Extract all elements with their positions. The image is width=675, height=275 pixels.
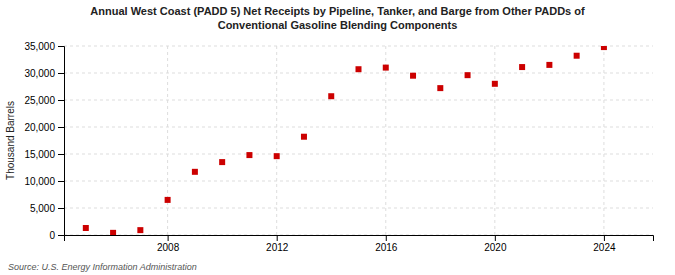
axis-line [65,236,654,242]
tick: 2012 [266,235,289,253]
tick: 2020 [484,235,507,253]
point [328,93,334,99]
point [356,66,362,72]
tick-mark [58,127,64,128]
chart: Annual West Coast (PADD 5) Net Receipts … [0,0,675,275]
source: Source: U.S. Energy Information Administ… [8,262,197,272]
tick-mark [58,181,64,182]
grid-line [385,46,386,235]
y-axis-label: Thousand Barrels [5,101,16,180]
title-line: Conventional Gasoline Blending Component… [218,19,458,31]
x-axis: 2008 2012 2016 2020 2024 [65,235,654,253]
point [465,72,471,78]
tick-label: 5,000 [30,203,55,214]
point [546,62,552,68]
grid-line [494,46,495,235]
tick-mark [277,235,278,241]
tick-label: 2016 [375,242,398,253]
marks [83,46,607,235]
tick: 35,000 [24,41,64,52]
tick: 5,000 [30,203,64,214]
tick-label: 10,000 [24,176,55,187]
tick-label: 2012 [266,242,289,253]
grid-line [64,73,653,74]
point [110,230,116,235]
tick-mark [58,235,64,236]
point [574,53,580,59]
grid-line [64,46,653,47]
point [165,197,171,203]
point [192,169,198,175]
grid-line [276,46,277,235]
tick-mark [168,235,169,241]
tick: 2008 [157,235,180,253]
point [410,73,416,79]
tick-label: 2008 [157,242,180,253]
tick-label: 35,000 [24,41,55,52]
point [246,152,252,158]
tick-mark [58,46,64,47]
tick-label: 2024 [593,242,616,253]
grid-line [603,46,604,235]
grid-line [64,181,653,182]
point [301,134,307,140]
point [137,227,143,233]
point [601,46,607,50]
tick-label: 15,000 [24,149,55,160]
tick-mark [386,235,387,241]
tick: 10,000 [24,176,64,187]
grid-line [64,100,653,101]
tick: 0 [49,230,64,241]
tick-label: 2020 [484,242,507,253]
grid-line [167,46,168,235]
title: Annual West Coast (PADD 5) Net Receipts … [90,5,585,31]
tick-label: 30,000 [24,68,55,79]
point [383,65,389,71]
y-axis: 0 5,000 10,000 15,000 20,000 25,000 30,000 35,0… [24,41,64,241]
point [492,81,498,87]
tick: 25,000 [24,95,64,106]
tick-mark [58,73,64,74]
tick-label: 0 [49,230,55,241]
point [274,153,280,159]
tick-mark [58,154,64,155]
point [437,85,443,91]
axis-line [58,47,65,236]
tick-label: 25,000 [24,95,55,106]
point [519,64,525,70]
plot: 2008 2012 2016 2020 2024 0 5,000 10,000 15,000 20… [24,41,653,253]
tick-mark [58,208,64,209]
tick-mark [495,235,496,241]
point [83,225,89,231]
tick: 15,000 [24,149,64,160]
tick-mark [58,100,64,101]
tick-label: 20,000 [24,122,55,133]
grid-line [64,154,653,155]
point [219,159,225,165]
grid-line [64,208,653,209]
grid [64,46,653,235]
tick: 20,000 [24,122,64,133]
tick-mark [604,235,605,241]
tick: 30,000 [24,68,64,79]
tick: 2016 [375,235,398,253]
title-line: Annual West Coast (PADD 5) Net Receipts … [90,5,585,17]
tick: 2024 [593,235,616,253]
grid-line [64,127,653,128]
